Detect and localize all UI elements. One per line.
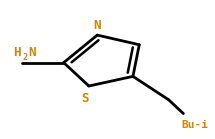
Text: H: H [13, 46, 21, 59]
Text: N: N [28, 46, 35, 59]
Text: 2: 2 [23, 53, 28, 62]
Text: Bu-i: Bu-i [181, 120, 208, 130]
Text: N: N [94, 19, 101, 32]
Text: S: S [81, 92, 88, 105]
